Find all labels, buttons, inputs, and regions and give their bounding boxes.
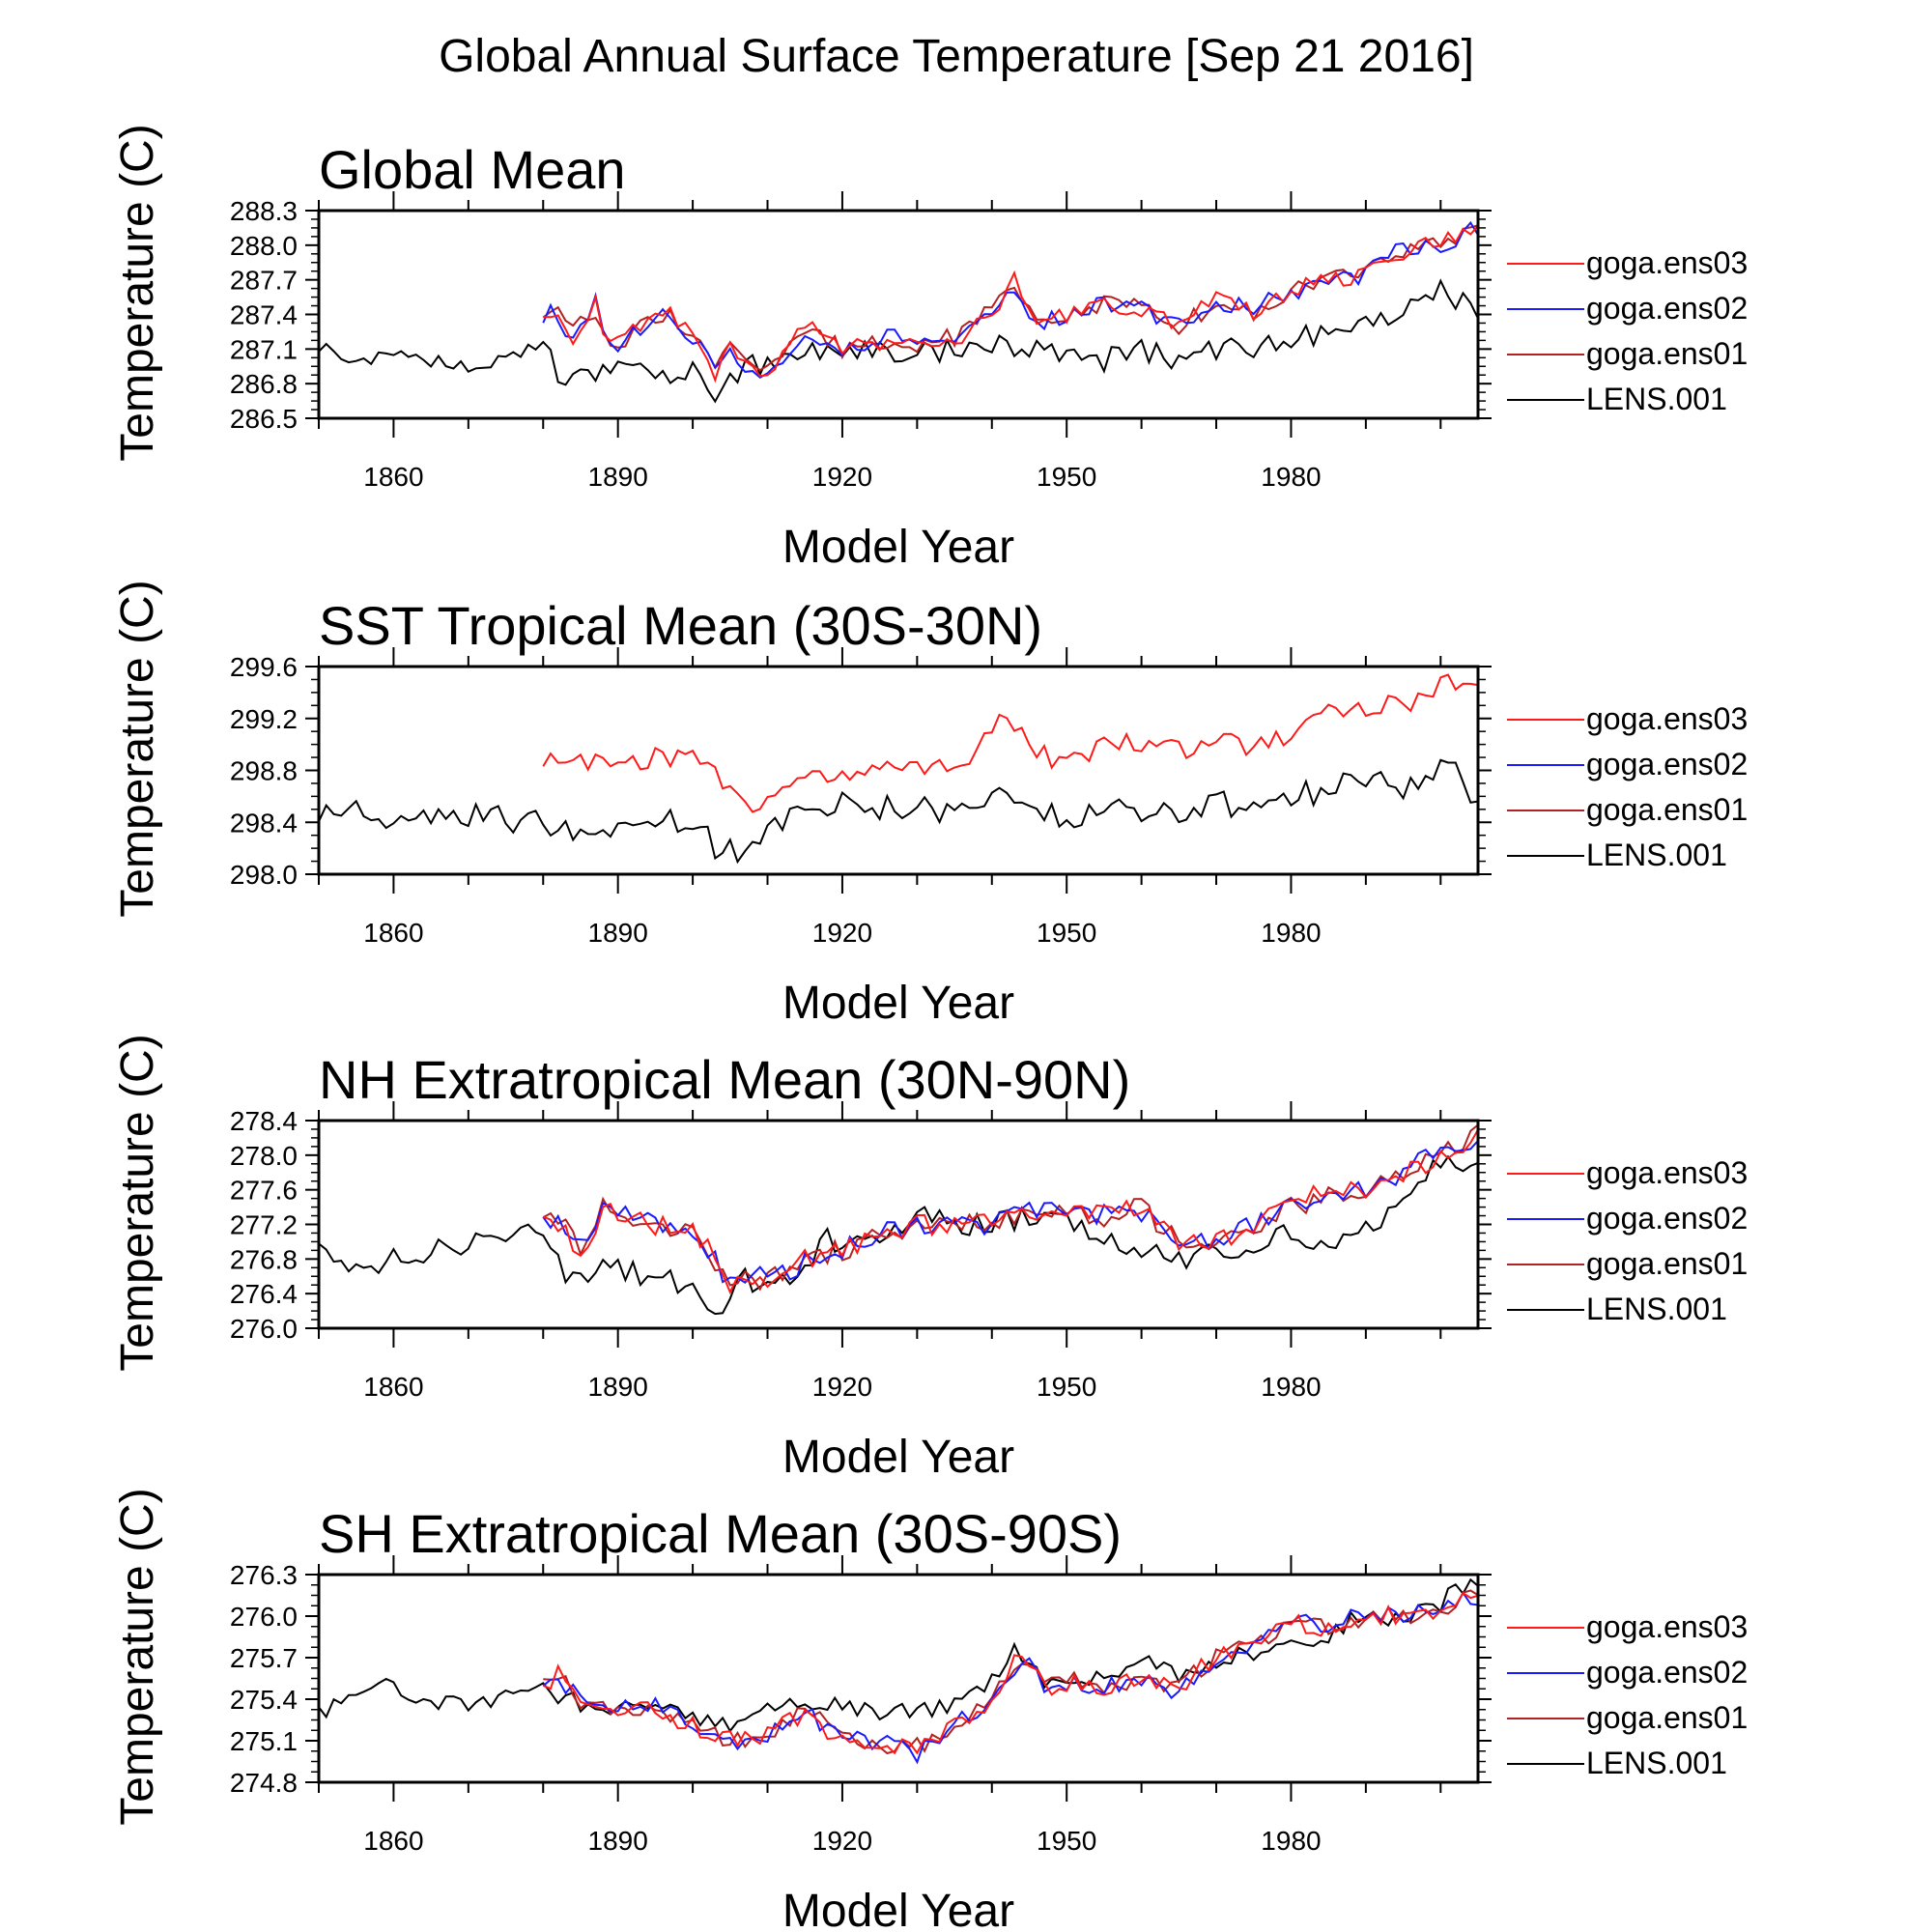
figure-title: Global Annual Surface Temperature [Sep 2…: [439, 31, 1474, 82]
y-axis-label: Temperature (C): [112, 580, 163, 917]
y-tick-label: 299.2: [230, 704, 298, 734]
x-tick-label: 1920: [812, 1372, 872, 1402]
legend-label: goga.ens01: [1586, 1246, 1748, 1281]
legend-label: goga.ens03: [1586, 245, 1748, 280]
x-axis-label: Model Year: [782, 978, 1014, 1029]
chart-panel-4: SH Extratropical Mean (30S-90S) Temperatu…: [112, 1488, 1748, 1932]
y-axis-label: Temperature (C): [112, 1488, 163, 1825]
panel-title: SH Extratropical Mean (30S-90S): [319, 1503, 1122, 1564]
y-tick-label: 274.8: [230, 1768, 298, 1798]
x-axis-label: Model Year: [782, 1886, 1014, 1932]
y-tick-label: 287.4: [230, 300, 298, 330]
panel-title: Global Mean: [319, 139, 626, 200]
x-tick-label: 1860: [363, 1372, 423, 1402]
y-tick-label: 298.8: [230, 756, 298, 786]
x-tick-label: 1860: [363, 462, 423, 492]
y-tick-label: 275.7: [230, 1643, 298, 1673]
x-tick-label: 1860: [363, 1826, 423, 1856]
legend-label: LENS.001: [1586, 838, 1727, 872]
legend-label: LENS.001: [1586, 382, 1727, 416]
y-axis-label: Temperature (C): [112, 1034, 163, 1371]
y-tick-label: 278.4: [230, 1106, 298, 1136]
legend-label: goga.ens01: [1586, 336, 1748, 371]
series-line-goga-ens03: [542, 673, 1478, 813]
y-tick-label: 286.8: [230, 369, 298, 399]
plot-frame: [317, 209, 1480, 420]
x-axis-label: Model Year: [782, 1432, 1014, 1483]
y-tick-label: 288.3: [230, 196, 298, 226]
legend-label: goga.ens02: [1586, 747, 1748, 781]
y-tick-label: 298.4: [230, 808, 298, 838]
x-tick-label: 1920: [812, 462, 872, 492]
x-tick-label: 1980: [1261, 1826, 1321, 1856]
x-tick-label: 1920: [812, 1826, 872, 1856]
y-tick-label: 277.2: [230, 1210, 298, 1240]
y-tick-label: 299.6: [230, 652, 298, 682]
series-line-goga-ens03: [542, 1129, 1478, 1295]
y-tick-label: 275.4: [230, 1685, 298, 1715]
x-tick-label: 1950: [1037, 462, 1096, 492]
y-tick-label: 278.0: [230, 1141, 298, 1171]
legend-label: LENS.001: [1586, 1292, 1727, 1326]
y-tick-label: 276.0: [230, 1314, 298, 1344]
x-tick-label: 1860: [363, 918, 423, 948]
y-tick-label: 287.7: [230, 266, 298, 296]
legend-label: goga.ens03: [1586, 701, 1748, 736]
series-line-LENS-001: [319, 278, 1478, 404]
y-tick-label: 275.1: [230, 1726, 298, 1756]
panels: Global Mean Temperature (C) Model Year 1860…: [112, 124, 1748, 1932]
legend-label: goga.ens03: [1586, 1609, 1748, 1644]
series-line-goga-ens01: [543, 1589, 1478, 1755]
x-tick-label: 1920: [812, 918, 872, 948]
y-tick-label: 276.8: [230, 1244, 298, 1274]
series-line-goga-ens03: [543, 225, 1478, 384]
x-tick-label: 1890: [588, 918, 648, 948]
x-tick-label: 1950: [1037, 1826, 1096, 1856]
chart-panel-2: SST Tropical Mean (30S-30N) Temperature (…: [112, 580, 1748, 1029]
y-axis-label: Temperature (C): [112, 124, 163, 461]
y-tick-label: 298.0: [230, 860, 298, 890]
chart-panel-1: Global Mean Temperature (C) Model Year 1860…: [112, 124, 1748, 573]
plot-frame: [317, 665, 1480, 876]
x-tick-label: 1950: [1037, 918, 1096, 948]
legend-label: goga.ens01: [1586, 1700, 1748, 1735]
panel-title: NH Extratropical Mean (30N-90N): [319, 1049, 1130, 1110]
legend-label: goga.ens02: [1586, 1201, 1748, 1236]
y-tick-label: 276.3: [230, 1560, 298, 1590]
series-line-goga-ens03: [542, 1591, 1478, 1755]
y-tick-label: 277.6: [230, 1176, 298, 1206]
legend-label: goga.ens01: [1586, 792, 1748, 827]
series-line-goga-ens01: [542, 1123, 1478, 1292]
series-line-LENS-001: [319, 758, 1478, 865]
panel-title: SST Tropical Mean (30S-30N): [319, 595, 1042, 656]
series-line-LENS-001: [319, 1577, 1478, 1733]
y-tick-label: 287.1: [230, 334, 298, 364]
x-tick-label: 1890: [588, 1372, 648, 1402]
legend-label: goga.ens02: [1586, 291, 1748, 326]
legend-label: LENS.001: [1586, 1746, 1727, 1780]
y-tick-label: 286.5: [230, 404, 298, 434]
series-line-goga-ens02: [542, 1590, 1478, 1765]
y-tick-label: 276.0: [230, 1602, 298, 1632]
x-tick-label: 1980: [1261, 1372, 1321, 1402]
y-tick-label: 288.0: [230, 231, 298, 261]
plot-frame: [317, 1573, 1480, 1784]
plot-frame: [317, 1119, 1480, 1330]
x-tick-label: 1980: [1261, 918, 1321, 948]
x-tick-label: 1890: [588, 462, 648, 492]
x-axis-label: Model Year: [782, 522, 1014, 573]
x-tick-label: 1890: [588, 1826, 648, 1856]
chart-panel-3: NH Extratropical Mean (30N-90N) Temperatu…: [112, 1034, 1748, 1483]
legend-label: goga.ens03: [1586, 1155, 1748, 1190]
y-tick-label: 276.4: [230, 1279, 298, 1309]
series-line-goga-ens02: [542, 220, 1478, 380]
x-tick-label: 1950: [1037, 1372, 1096, 1402]
x-tick-label: 1980: [1261, 462, 1321, 492]
legend-label: goga.ens02: [1586, 1655, 1748, 1690]
